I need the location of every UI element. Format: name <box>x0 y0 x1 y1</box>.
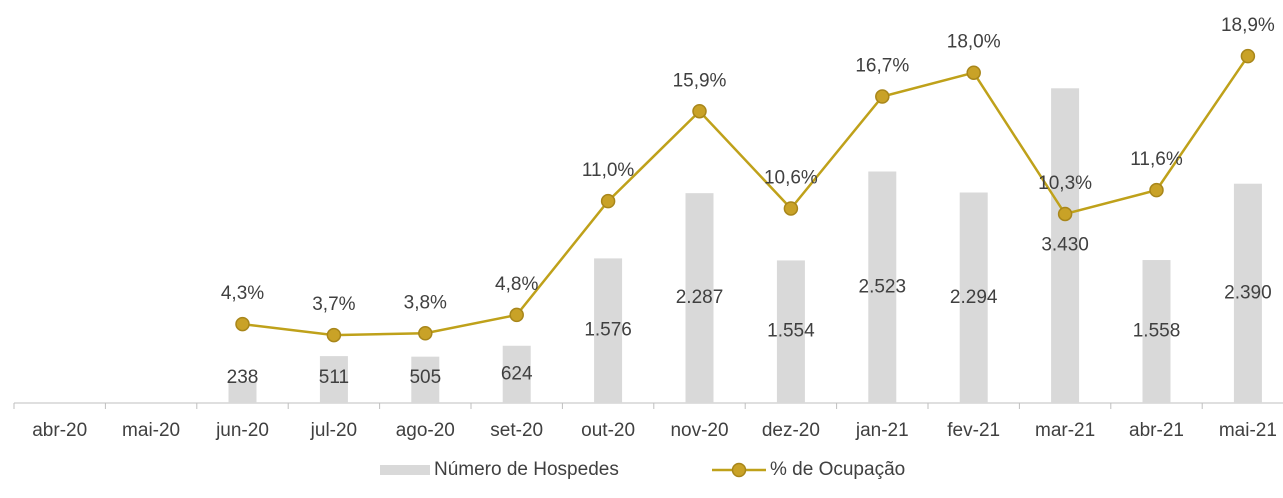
bar <box>502 345 531 403</box>
bar-label: 505 <box>409 367 441 388</box>
bar <box>1051 88 1080 404</box>
line-label: 11,6% <box>1130 149 1183 170</box>
bar <box>411 356 440 403</box>
bar <box>776 260 805 403</box>
line-label: 10,6% <box>764 168 818 189</box>
point <box>418 326 433 341</box>
bar-label: 2.390 <box>1224 282 1272 303</box>
line-label: 4,3% <box>221 283 264 304</box>
bar-label: 2.294 <box>950 287 998 308</box>
point <box>326 327 342 343</box>
point <box>235 316 250 332</box>
bar-label: 2.287 <box>676 287 724 308</box>
bar-label: 511 <box>319 367 349 388</box>
bar-label: 238 <box>227 367 259 388</box>
x-tick-label: jan-21 <box>855 420 909 441</box>
bar <box>1142 260 1171 403</box>
bar <box>228 381 257 403</box>
legend-swatch <box>380 465 430 475</box>
line-label: 16,7% <box>855 56 909 77</box>
x-tick-label: set-20 <box>490 420 543 441</box>
legend-label: Número de Hospedes <box>434 459 619 480</box>
line-label: 18,9% <box>1221 15 1275 36</box>
point <box>1240 48 1256 64</box>
x-tick-label: abr-21 <box>1129 420 1184 441</box>
x-tick-label: jul-20 <box>310 420 357 441</box>
line-label: 4,8% <box>495 274 538 295</box>
point <box>692 103 707 119</box>
point <box>875 89 890 104</box>
x-tick-label: nov-20 <box>670 420 728 441</box>
bar-label: 2.523 <box>859 276 907 297</box>
bar <box>319 356 348 403</box>
x-tick-label: jun-20 <box>215 420 269 441</box>
x-tick-label: abr-20 <box>32 420 87 441</box>
line-label: 3,7% <box>312 294 355 315</box>
x-tick-label: out-20 <box>581 420 635 441</box>
point <box>600 193 616 209</box>
line-label: 10,3% <box>1038 173 1092 194</box>
bar-label: 1.554 <box>767 321 815 342</box>
line <box>242 55 1249 337</box>
point <box>966 65 981 80</box>
legend-label: % de Ocupação <box>770 459 905 480</box>
x-tick-label: mar-21 <box>1035 420 1095 441</box>
bar <box>868 171 897 403</box>
point <box>783 201 799 216</box>
point <box>509 307 524 323</box>
x-tick-label: mai-20 <box>122 420 180 441</box>
line-label: 18,0% <box>947 32 1001 53</box>
x-tick-label: dez-20 <box>762 420 820 441</box>
point <box>1149 182 1164 198</box>
bar-label: 1.558 <box>1133 321 1181 342</box>
bar <box>959 192 988 403</box>
x-tick-label: fev-21 <box>947 420 1000 441</box>
bar-label: 624 <box>501 363 533 384</box>
bar <box>1233 183 1262 403</box>
legend-swatch <box>731 462 747 478</box>
x-tick-label: ago-20 <box>396 420 455 441</box>
bar-label: 1.576 <box>584 320 632 341</box>
bar-label: 3.430 <box>1041 235 1089 256</box>
x-tick-label: mai-21 <box>1219 420 1277 441</box>
line-label: 3,8% <box>404 292 447 313</box>
bar <box>685 193 714 403</box>
line-label: 11,0% <box>582 160 635 181</box>
bar <box>594 258 623 403</box>
point <box>1057 206 1073 222</box>
line-label: 15,9% <box>673 70 727 91</box>
